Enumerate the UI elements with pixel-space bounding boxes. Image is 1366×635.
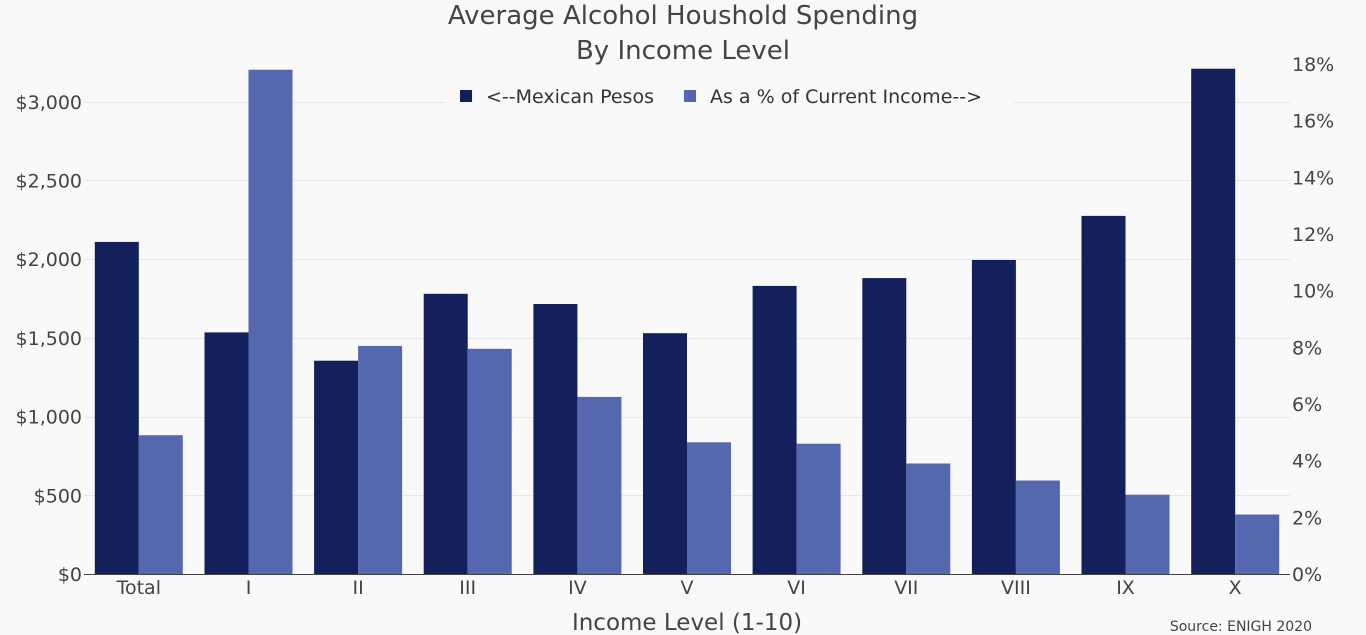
bar-percent [248, 69, 293, 574]
y2-tick-label: 6% [1292, 394, 1322, 416]
legend-swatch [684, 90, 696, 102]
y-axis-left-ticks: $0 $500 $1,000 $1,500 $2,000 $2,500 $3,000 [16, 92, 82, 586]
legend-swatch [460, 90, 472, 102]
bar-pesos [94, 241, 139, 574]
bar-pesos [752, 285, 797, 574]
x-axis-ticks: Total I II III IV V VI VII VIII IX X [116, 577, 1242, 599]
bar-percent [1125, 494, 1170, 574]
bar-percent [467, 348, 512, 575]
y2-tick-label: 4% [1292, 451, 1322, 473]
y2-tick-label: 18% [1292, 54, 1334, 76]
bar-percent [1235, 514, 1280, 574]
bar-pesos [971, 260, 1016, 574]
chart-title: Average Alcohol Houshold Spending [448, 1, 918, 31]
y-tick-label: $1,500 [16, 328, 82, 350]
bar-pesos [533, 304, 578, 574]
y2-tick-label: 16% [1292, 111, 1334, 133]
x-tick-label: I [246, 577, 252, 599]
y-tick-label: $2,000 [16, 249, 82, 271]
source-note: Source: ENIGH 2020 [1170, 619, 1312, 635]
bar-percent [138, 435, 183, 574]
y2-tick-label: 14% [1292, 167, 1334, 189]
bar-percent [687, 442, 731, 575]
bar-pesos [423, 293, 468, 574]
x-tick-label: VII [894, 577, 918, 599]
x-tick-label: III [459, 577, 476, 599]
y-tick-label: $0 [58, 564, 82, 586]
y-tick-label: $3,000 [16, 92, 82, 114]
bar-percent [796, 443, 841, 574]
bar-pesos [1191, 68, 1236, 574]
bar-pesos [862, 278, 907, 574]
x-axis-title: Income Level (1-10) [572, 610, 802, 635]
chart-subtitle: By Income Level [576, 36, 790, 66]
legend-background [446, 80, 1014, 114]
y-axis-right-ticks: 0% 2% 4% 6% 8% 10% 12% 14% 16% 18% [1292, 54, 1334, 586]
x-tick-label: II [352, 577, 363, 599]
bar-pesos [204, 332, 249, 574]
bar-pesos [643, 333, 687, 574]
y-tick-label: $1,000 [16, 407, 82, 429]
x-tick-label: IX [1116, 577, 1135, 599]
bar-percent [577, 396, 622, 574]
bar-pesos [1081, 215, 1126, 574]
y2-tick-label: 12% [1292, 224, 1334, 246]
x-tick-label: V [681, 577, 694, 599]
y-tick-label: $500 [34, 485, 82, 507]
legend: <--Mexican Pesos As a % of Current Income… [460, 86, 982, 108]
y2-tick-label: 0% [1292, 564, 1322, 586]
y2-tick-label: 2% [1292, 507, 1322, 529]
y2-tick-label: 10% [1292, 281, 1334, 303]
bar-pesos [314, 360, 359, 574]
x-tick-label: VI [787, 577, 806, 599]
x-tick-label: IV [568, 577, 587, 599]
x-tick-label: VIII [1001, 577, 1031, 599]
legend-label: <--Mexican Pesos [486, 86, 654, 108]
bar-percent [906, 463, 951, 574]
y2-tick-label: 8% [1292, 337, 1322, 359]
x-tick-label: Total [116, 577, 161, 599]
x-tick-label: X [1229, 577, 1242, 599]
bar-percent [1015, 480, 1060, 574]
bars [94, 68, 1280, 575]
legend-label: As a % of Current Income--> [710, 86, 982, 108]
y-tick-label: $2,500 [16, 171, 82, 193]
bar-percent [358, 345, 403, 574]
